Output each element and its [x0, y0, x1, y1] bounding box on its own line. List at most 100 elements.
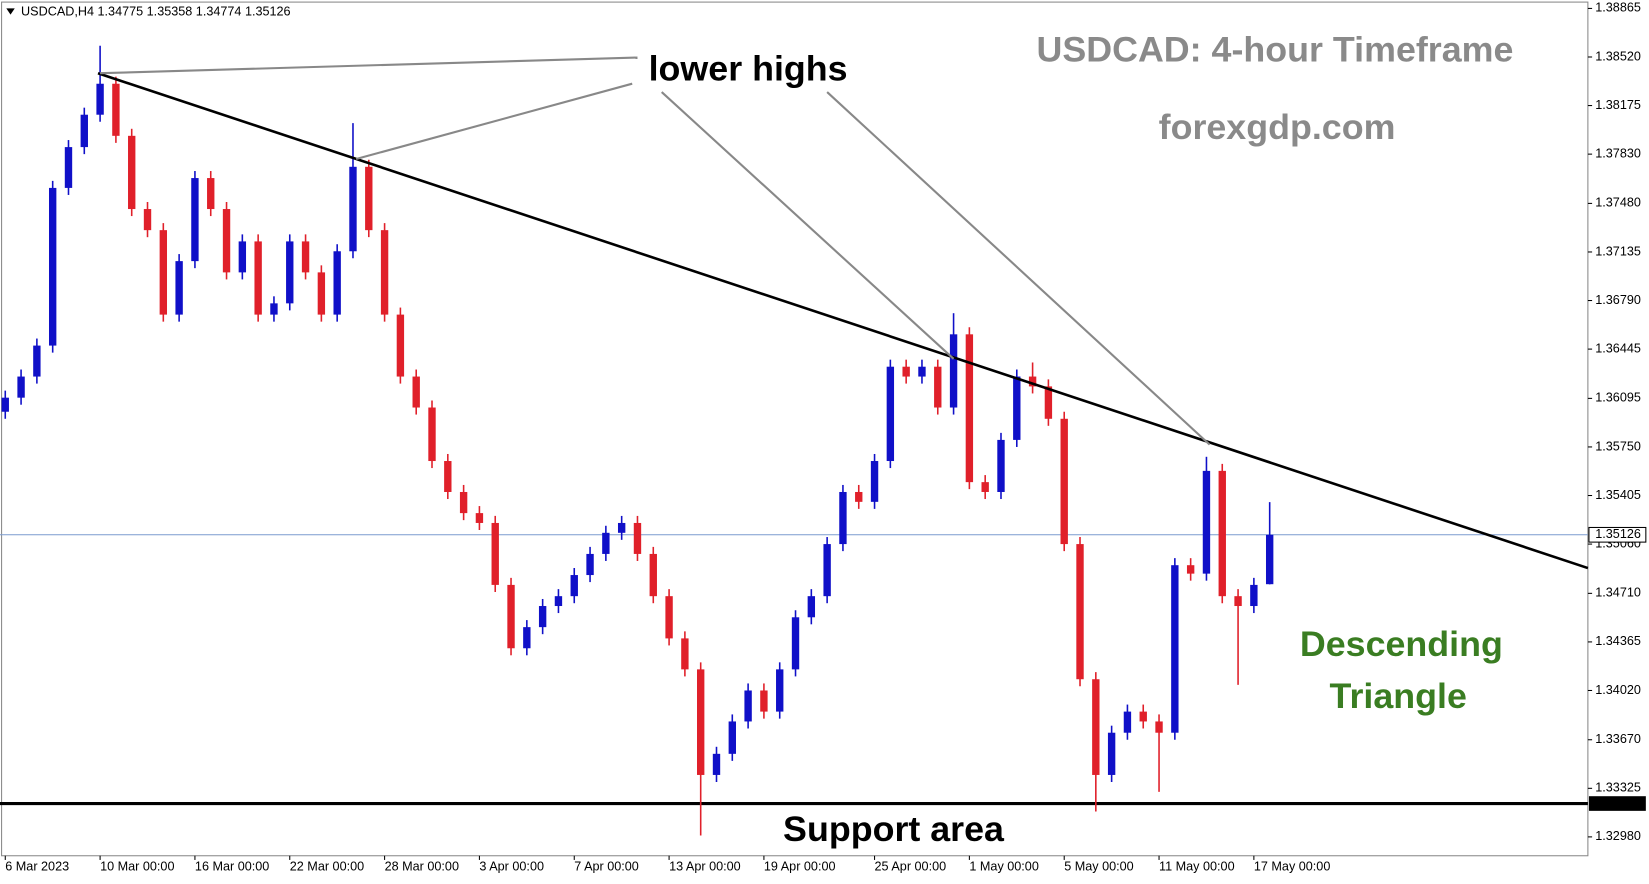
candle-body — [1202, 470, 1211, 574]
x-tick-label: 7 Apr 00:00 — [574, 860, 639, 874]
candle-body — [317, 272, 326, 315]
candle-body — [128, 135, 136, 210]
close: 1.35126 — [245, 5, 291, 19]
candle-body — [396, 314, 405, 377]
candle-body — [554, 596, 563, 607]
y-tick-label: 1.34020 — [1595, 683, 1641, 697]
candle-body — [839, 491, 847, 545]
annotation: Triangle — [1330, 676, 1467, 716]
candle-body — [507, 584, 515, 649]
candle-body — [1155, 721, 1163, 733]
menu-arrow — [6, 8, 15, 15]
candle-body — [1060, 418, 1068, 545]
high: 1.35358 — [147, 5, 193, 19]
y-tick-label: 1.34710 — [1595, 586, 1641, 600]
candle-body — [270, 303, 278, 315]
candle-body — [1028, 376, 1037, 387]
candle-body — [64, 147, 73, 188]
candle-body — [1107, 732, 1116, 775]
candle-body — [934, 366, 942, 408]
candle-body — [33, 345, 41, 377]
y-tick-label: 1.38520 — [1595, 49, 1641, 63]
candle-body — [475, 513, 484, 523]
y-tick-label: 1.37480 — [1595, 196, 1641, 210]
candle-body — [586, 553, 594, 576]
candle-body — [207, 178, 215, 210]
candle-body — [1044, 386, 1053, 419]
candle-body — [96, 83, 104, 115]
x-tick-label: 6 Mar 2023 — [5, 860, 69, 874]
candle-body — [902, 366, 910, 377]
candle-body — [1076, 544, 1084, 680]
candle-body — [649, 553, 657, 597]
candle-body — [981, 482, 989, 492]
y-tick-label: 1.36790 — [1595, 293, 1641, 307]
y-tick-label: 1.36445 — [1595, 341, 1641, 355]
candle-body — [80, 114, 88, 148]
candle-body — [1123, 711, 1132, 733]
pointer-line — [826, 91, 1211, 446]
candle-body — [949, 334, 958, 408]
candle-body — [1092, 679, 1100, 775]
candle-body — [1139, 711, 1147, 722]
candle-body — [760, 690, 768, 712]
x-tick-label: 13 Apr 00:00 — [669, 860, 741, 874]
candle-body — [523, 627, 531, 649]
candle-body — [697, 669, 705, 775]
candle-body — [254, 241, 262, 315]
price-label-box — [1588, 526, 1647, 543]
x-tick-label: 16 Mar 00:00 — [195, 860, 269, 874]
annotation: Descending — [1300, 624, 1503, 664]
open: 1.34775 — [98, 5, 144, 19]
x-tick-label: 19 Apr 00:00 — [764, 860, 836, 874]
x-tick-label: 28 Mar 00:00 — [385, 860, 459, 874]
x-tick-label: 1 May 00:00 — [969, 860, 1038, 874]
candle-body — [428, 407, 436, 462]
candle-body — [491, 522, 499, 585]
candle-body — [918, 366, 926, 377]
x-tick-label: 10 Mar 00:00 — [100, 860, 174, 874]
annotation: Support area — [783, 809, 1005, 849]
candle-body — [349, 166, 357, 252]
candle-body — [1171, 565, 1179, 733]
candle-body — [48, 187, 57, 346]
x-tick-label: 3 Apr 00:00 — [479, 860, 544, 874]
candle-body — [301, 241, 310, 273]
candle-body — [617, 522, 626, 533]
y-tick-label: 1.38175 — [1595, 98, 1641, 112]
y-tick-label: 1.36095 — [1595, 391, 1641, 405]
candle-body — [807, 596, 816, 618]
candle-body — [665, 596, 673, 639]
y-tick-label: 1.37830 — [1595, 146, 1641, 160]
candle-body — [1, 397, 9, 412]
symbol-header: USDCAD,H4 1.34775 1.35358 1.34774 1.3512… — [21, 5, 291, 19]
low: 1.34774 — [196, 5, 242, 19]
plot-frame — [1, 1, 1589, 857]
candle-body — [365, 166, 373, 231]
candle-body — [238, 241, 247, 273]
y-tick-label: 1.37135 — [1595, 244, 1641, 258]
y-tick-label: 1.33325 — [1595, 781, 1641, 795]
candle-body — [412, 376, 420, 408]
candle-body — [175, 261, 183, 315]
candle-body — [728, 721, 736, 754]
x-tick-label: 25 Apr 00:00 — [875, 860, 947, 874]
candle-body — [602, 532, 610, 554]
candle-body — [286, 241, 294, 304]
y-tick-label: 1.32980 — [1595, 829, 1641, 843]
x-tick-label: 17 May 00:00 — [1254, 860, 1330, 874]
x-tick-label: 11 May 00:00 — [1159, 860, 1235, 874]
chart-subtitle: forexgdp.com — [1159, 107, 1396, 147]
candle-body — [459, 491, 468, 514]
candle-body — [380, 230, 389, 315]
candle-body — [1250, 584, 1258, 607]
symbol: USDCAD,H4 — [21, 5, 94, 19]
candle-body — [333, 251, 341, 315]
trend-line — [97, 71, 1589, 570]
candle-body — [886, 366, 895, 462]
chart-title: USDCAD: 4-hour Timeframe — [1036, 30, 1513, 70]
y-tick-label: 1.34365 — [1595, 634, 1641, 648]
price-label-box — [1588, 796, 1646, 811]
